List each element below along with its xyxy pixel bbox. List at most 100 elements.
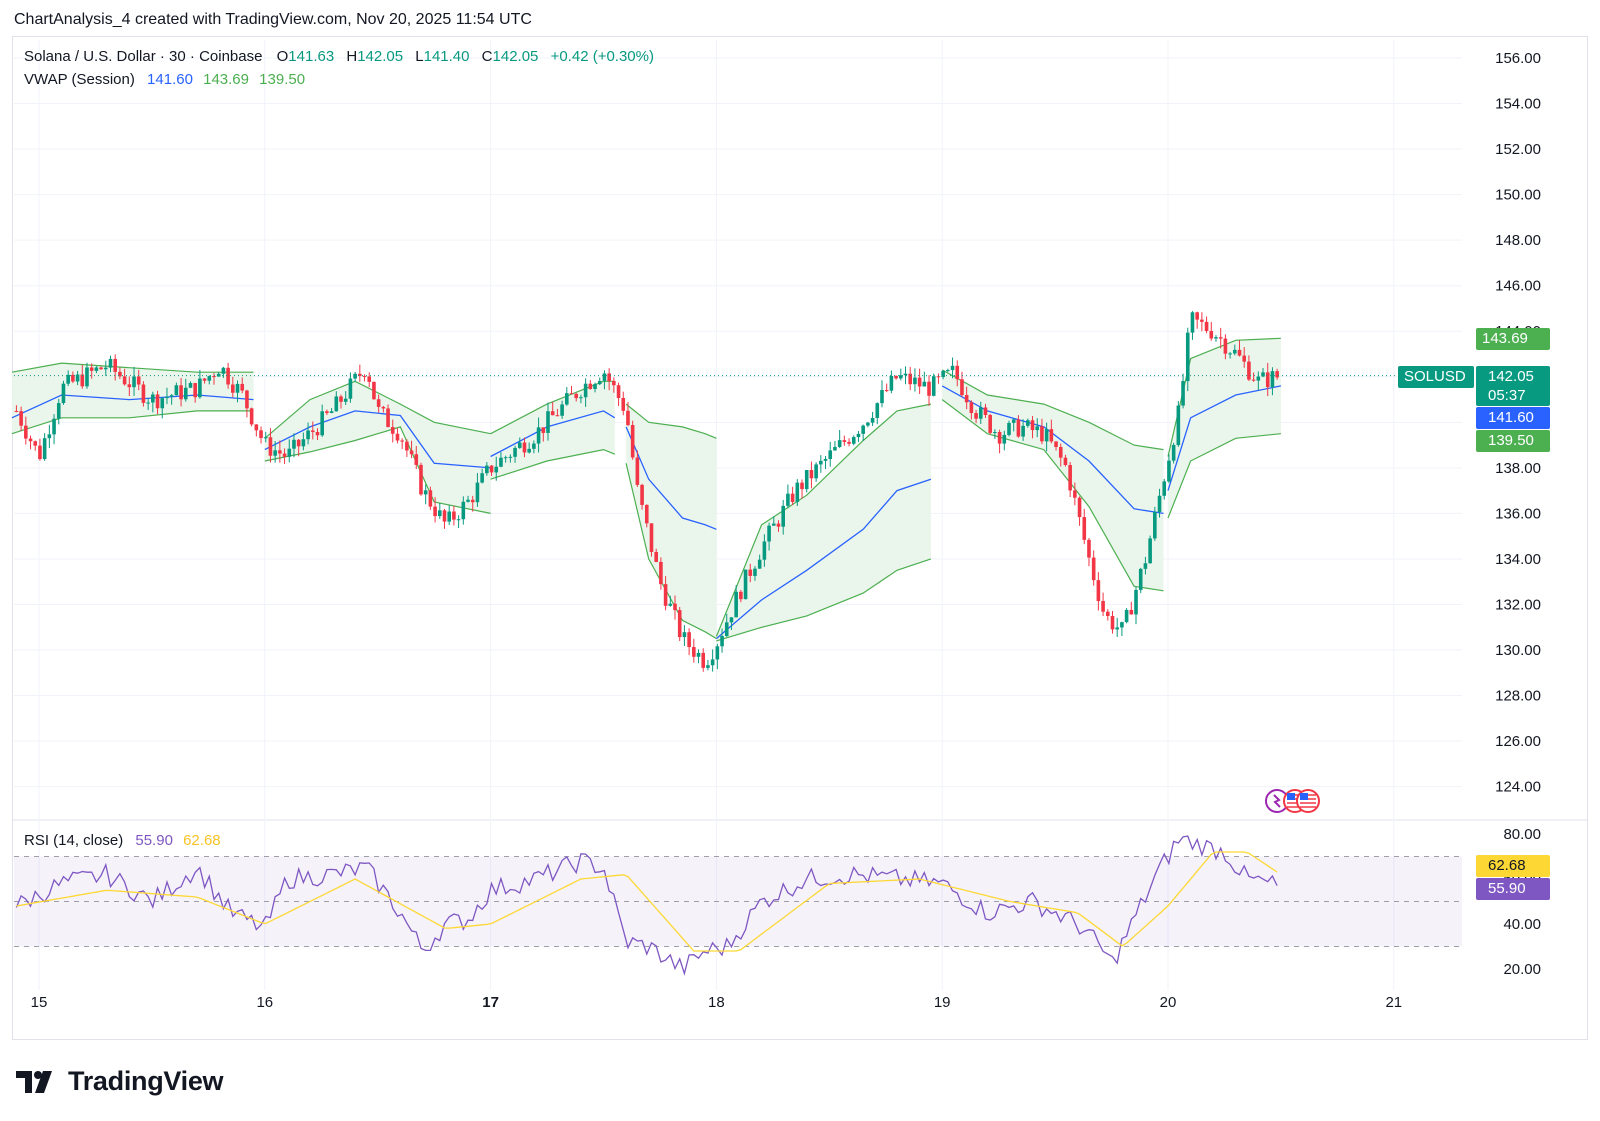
candle-body bbox=[687, 632, 691, 648]
candle-body bbox=[1171, 445, 1176, 461]
candle-body bbox=[80, 374, 85, 387]
rsi-indicator-name[interactable]: RSI (14, close) bbox=[24, 832, 124, 849]
vwap-line bbox=[264, 410, 491, 469]
candle-body bbox=[174, 385, 179, 396]
candle-body bbox=[325, 411, 329, 414]
candle-body bbox=[626, 410, 630, 426]
candle-body bbox=[409, 450, 414, 455]
candle-body bbox=[743, 569, 748, 600]
candle-body bbox=[52, 418, 56, 435]
vwap-lower-band-line bbox=[625, 463, 717, 640]
close-label: C bbox=[481, 48, 493, 65]
vwap-lower-band-line bbox=[1167, 433, 1281, 519]
candle-body bbox=[1068, 465, 1072, 491]
candle-body bbox=[1105, 611, 1110, 617]
candle-body bbox=[452, 511, 456, 520]
candle-body bbox=[922, 381, 927, 387]
symbol-tag: SOLUSD bbox=[1398, 366, 1474, 388]
candle-body bbox=[28, 438, 33, 442]
symbol-title[interactable]: Solana / U.S. Dollar · 30 · Coinbase bbox=[24, 48, 263, 65]
candle-body bbox=[640, 484, 644, 505]
candle-body bbox=[66, 374, 70, 384]
rsi-legend[interactable]: RSI (14, close) 55.90 62.68 bbox=[24, 832, 225, 849]
candle-body bbox=[739, 591, 743, 600]
vwap-upper-band-line bbox=[715, 403, 932, 637]
candle-body bbox=[729, 617, 734, 623]
main-legend[interactable]: Solana / U.S. Dollar · 30 · Coinbase O14… bbox=[24, 48, 658, 65]
low-value: 141.40 bbox=[423, 48, 470, 65]
high-label: H bbox=[346, 48, 358, 65]
candle-body bbox=[136, 376, 141, 385]
candle-body bbox=[649, 523, 654, 552]
candle-body bbox=[894, 375, 898, 379]
candle-body bbox=[1134, 589, 1138, 615]
candle-body bbox=[118, 371, 122, 377]
candle-body bbox=[847, 441, 851, 444]
candle-body bbox=[724, 622, 729, 636]
candle-body bbox=[240, 383, 245, 391]
candle-body bbox=[292, 439, 296, 449]
vwap-line bbox=[715, 478, 932, 640]
tradingview-logo[interactable]: TradingView bbox=[16, 1066, 224, 1097]
candle-body bbox=[122, 376, 127, 385]
vwap-indicator-name[interactable]: VWAP (Session) bbox=[24, 71, 135, 88]
vwap-band-fill bbox=[490, 381, 615, 480]
chart-frame[interactable] bbox=[12, 36, 1588, 1040]
candle-body bbox=[38, 445, 42, 460]
candle-body bbox=[24, 425, 28, 439]
candle-body bbox=[146, 402, 150, 404]
candle-body bbox=[358, 373, 362, 376]
candle-body bbox=[635, 457, 640, 485]
rsi-tick-label: 80.00 bbox=[1503, 826, 1541, 843]
candle-body bbox=[437, 510, 442, 517]
candle-body bbox=[160, 398, 165, 409]
candle-body bbox=[931, 376, 936, 396]
candle-body bbox=[579, 397, 583, 399]
tradingview-brand: TradingView bbox=[68, 1066, 224, 1096]
vwap-tag: 141.60 bbox=[1476, 407, 1550, 429]
candle-body bbox=[715, 646, 720, 660]
candle-body bbox=[47, 434, 52, 439]
vwap-band-fill bbox=[11, 363, 254, 434]
candle-body bbox=[969, 402, 974, 414]
candle-body bbox=[767, 525, 771, 542]
candle-body bbox=[94, 367, 99, 371]
candle-body bbox=[226, 367, 230, 385]
vwap-line bbox=[11, 394, 254, 419]
candle-body bbox=[1242, 355, 1247, 362]
flag-canton bbox=[1287, 793, 1295, 800]
candle-body bbox=[630, 425, 635, 458]
candle-body bbox=[447, 511, 452, 522]
candle-body bbox=[89, 367, 94, 371]
time-tick-label: 20 bbox=[1160, 994, 1177, 1011]
candle-body bbox=[946, 370, 950, 372]
candle-body bbox=[386, 408, 390, 428]
candle-body bbox=[287, 448, 292, 457]
candle-body bbox=[499, 457, 503, 467]
rsi-tick-label: 20.00 bbox=[1503, 961, 1541, 978]
candle-body bbox=[480, 473, 484, 483]
candle-body bbox=[720, 635, 724, 647]
candle-body bbox=[790, 493, 795, 503]
candle-body bbox=[268, 437, 273, 456]
candle-body bbox=[132, 376, 136, 388]
candle-body bbox=[461, 501, 466, 520]
candle-body bbox=[804, 470, 809, 490]
candle-body bbox=[1209, 330, 1214, 339]
vwap-legend[interactable]: VWAP (Session) 141.60 143.69 139.50 bbox=[24, 71, 309, 88]
candle-body bbox=[1190, 312, 1195, 333]
candle-body bbox=[1054, 441, 1058, 447]
candle-body bbox=[155, 394, 160, 409]
candle-body bbox=[988, 415, 992, 433]
candle-body bbox=[1110, 616, 1115, 630]
candle-body bbox=[692, 647, 696, 657]
candle-body bbox=[663, 584, 668, 606]
candle-body bbox=[85, 367, 89, 387]
vwap-band-fill bbox=[716, 404, 931, 641]
candle-body bbox=[508, 456, 513, 458]
candle-body bbox=[306, 430, 310, 440]
vwap-upper-value: 143.69 bbox=[203, 71, 249, 88]
price-tick-label: 132.00 bbox=[1495, 596, 1541, 613]
candle-body bbox=[503, 457, 508, 459]
